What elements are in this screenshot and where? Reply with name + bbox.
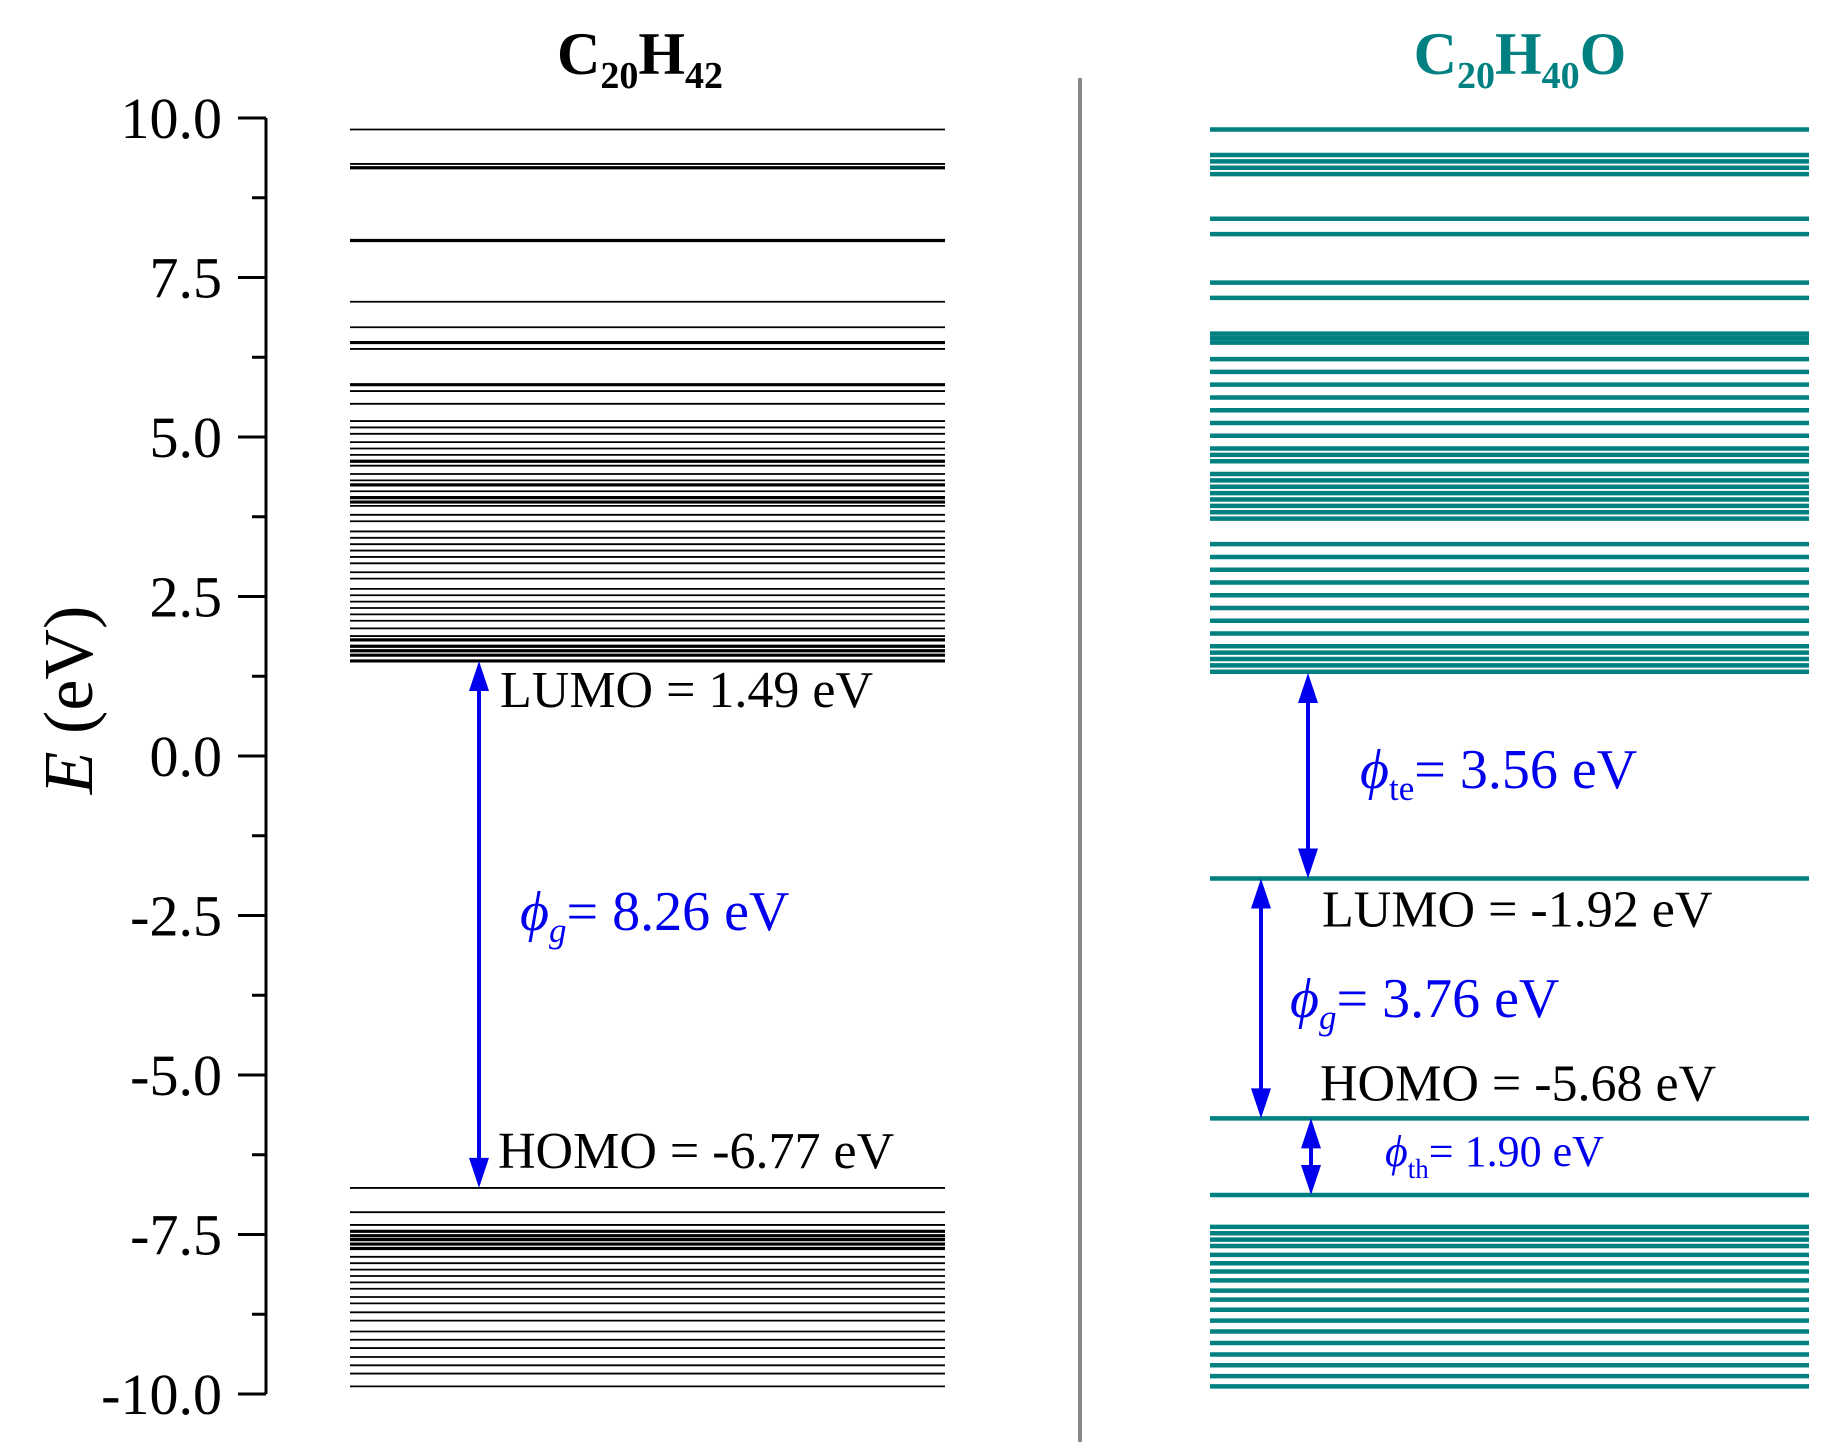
panel-title-c20h42: C20H42 <box>557 21 723 97</box>
y-tick-label: -7.5 <box>130 1203 222 1268</box>
energy-levels-c20h40o <box>1210 127 1809 1389</box>
gap-label: ϕte= 3.56 eV <box>1360 739 1637 808</box>
gap-label-value: = 8.26 eV <box>566 881 789 943</box>
y-tick-label: -10.0 <box>101 1362 222 1427</box>
gap-arrow-head-up <box>1298 673 1318 704</box>
y-tick-label: 7.5 <box>150 246 223 311</box>
lumo-label: LUMO = -1.92 eV <box>1322 881 1712 938</box>
gap-label-value: = 1.90 eV <box>1429 1127 1604 1176</box>
gap-arrow-head-up <box>1301 1118 1321 1149</box>
gap-label-phi: ϕ <box>1360 739 1389 801</box>
panel-c20h42: C20H42 LUMO = 1.49 eV HOMO = -6.77 eV ϕg= … <box>350 21 945 1388</box>
y-tick-label: 0.0 <box>150 724 223 789</box>
lumo-label: LUMO = 1.49 eV <box>500 662 873 719</box>
homo-label: HOMO = -5.68 eV <box>1320 1055 1716 1112</box>
gap-label: ϕg= 8.26 eV <box>520 881 789 950</box>
gap-label-phi: ϕ <box>520 881 549 943</box>
y-tick-label: -2.5 <box>130 884 222 949</box>
panel-title-c20h40o: C20H40O <box>1414 21 1627 97</box>
gap-label: ϕth= 1.90 eV <box>1385 1127 1604 1184</box>
gap-arrow-head-down <box>469 1157 489 1188</box>
gap-label-subscript: g <box>549 911 567 950</box>
gap-label-subscript: th <box>1408 1154 1430 1184</box>
title-subscript: 42 <box>685 55 723 97</box>
title-atom: C <box>557 21 600 87</box>
y-tick-label: 2.5 <box>150 565 223 630</box>
gap-arrow-head-up <box>469 660 489 691</box>
gap-label-phi: ϕ <box>1385 1127 1408 1176</box>
gap-arrow-head-down <box>1298 848 1318 879</box>
title-subscript: 20 <box>1457 55 1495 97</box>
gap-label-value: = 3.76 eV <box>1336 968 1559 1030</box>
y-axis-label-symbol: E <box>31 751 108 795</box>
energy-levels-c20h42 <box>350 128 945 1388</box>
gap-label-phi: ϕ <box>1290 968 1319 1030</box>
y-tick-label: 10.0 <box>121 86 223 151</box>
title-subscript: 40 <box>1542 55 1580 97</box>
y-axis-label-unit: (eV) <box>31 606 108 752</box>
title-atom: O <box>1580 21 1627 87</box>
gap-label-subscript: g <box>1319 998 1337 1037</box>
gap-label-subscript: te <box>1389 769 1414 808</box>
title-atom: H <box>1495 21 1542 87</box>
y-tick-label: 5.0 <box>150 405 223 470</box>
gap-label: ϕg= 3.76 eV <box>1290 968 1559 1037</box>
y-axis-label: E (eV) <box>31 606 108 796</box>
gap-arrow-head-up <box>1251 878 1271 909</box>
gap-arrow-head-down <box>1251 1088 1271 1119</box>
homo-label: HOMO = -6.77 eV <box>498 1123 894 1180</box>
y-tick-label: -5.0 <box>130 1043 222 1108</box>
annotations-c20h42: LUMO = 1.49 eV HOMO = -6.77 eV ϕg= 8.26 eV <box>469 660 894 1188</box>
title-subscript: 20 <box>600 55 638 97</box>
gap-arrow-head-down <box>1301 1164 1321 1195</box>
y-axis: 10.0 7.5 5.0 2.5 0.0 -2.5 -5.0 -7.5 -10.0 E (eV) <box>31 86 268 1427</box>
gap-label-value: = 3.56 eV <box>1414 739 1637 801</box>
title-atom: H <box>638 21 685 87</box>
title-atom: C <box>1414 21 1457 87</box>
